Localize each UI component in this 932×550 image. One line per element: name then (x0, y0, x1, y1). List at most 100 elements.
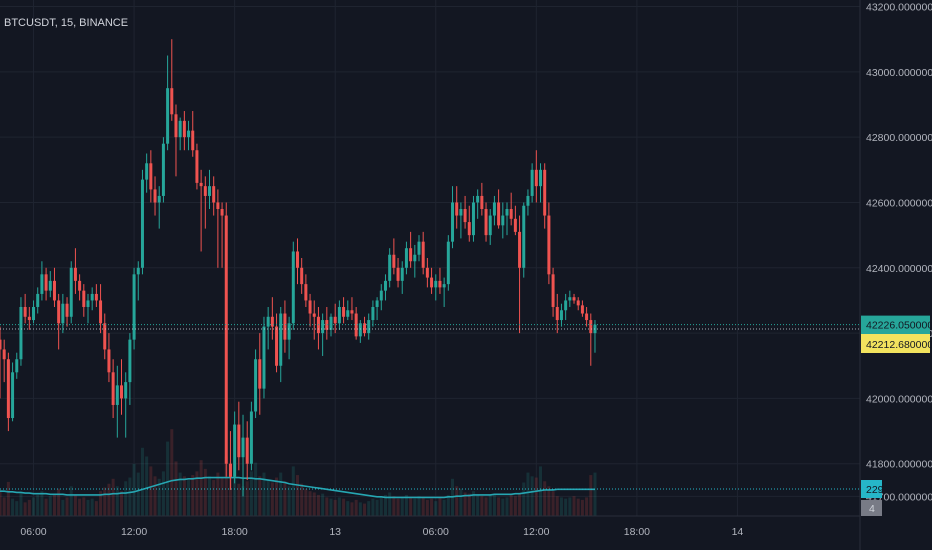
candle-body (145, 163, 149, 180)
candle (547, 202, 551, 285)
time-axis: 06:00 12:00 18:00 13 06:00 12:00 18:00 14 (20, 526, 743, 538)
candle (145, 153, 149, 193)
candle-body (589, 320, 593, 334)
volume-bar (220, 477, 224, 516)
volume-bar (576, 498, 580, 516)
candle-body (258, 359, 262, 389)
candle (44, 267, 48, 301)
candle (124, 372, 128, 438)
candle (539, 163, 543, 203)
volume-bar (505, 497, 509, 516)
candle-body (73, 267, 77, 281)
candle (492, 195, 496, 226)
candle-body (178, 120, 182, 138)
volume-bar (572, 496, 576, 516)
time-tick-label: 14 (732, 526, 744, 538)
candle (467, 205, 471, 242)
volume-bar (438, 497, 442, 516)
candle-body (471, 202, 475, 236)
volume-bar (329, 498, 333, 516)
volume-bar (321, 493, 325, 516)
candle-body (94, 293, 98, 301)
candle (15, 352, 19, 379)
candle (86, 293, 90, 324)
volume-bar (484, 497, 488, 516)
candle-body (111, 372, 115, 405)
candle-body (396, 267, 400, 281)
candle-body (564, 300, 568, 311)
candle-body (354, 313, 358, 337)
candle-body (228, 463, 232, 477)
candle-body (438, 280, 442, 288)
candle (534, 150, 538, 203)
volume-bar (69, 486, 73, 516)
candle (425, 258, 429, 288)
candle (383, 274, 387, 301)
candle (572, 293, 576, 304)
candle (388, 248, 392, 288)
candle-body (392, 254, 396, 268)
volume-bar (371, 498, 375, 516)
volume-bar (120, 491, 124, 516)
candle (275, 313, 279, 373)
volume-bar (107, 483, 111, 516)
candle (442, 277, 446, 307)
candle (216, 189, 220, 268)
candle-body (220, 209, 224, 216)
candle-body (375, 300, 379, 307)
volume-bar (522, 482, 526, 516)
volume-bar (492, 493, 496, 516)
candle-body (2, 349, 6, 360)
price-tick-label: 42000.00000000 (866, 393, 932, 405)
volume-bar (580, 499, 584, 516)
volume-bar (509, 494, 513, 516)
candle (203, 176, 207, 229)
candle-body (23, 306, 27, 317)
volume-bar (325, 497, 329, 516)
volume-bar (459, 488, 463, 516)
candle (233, 411, 237, 484)
candle (237, 401, 241, 471)
price-tick-label: 42600.00000000 (866, 197, 932, 209)
candle-body (358, 323, 362, 337)
candle-body (568, 297, 572, 301)
candle-body (90, 293, 94, 301)
candle (279, 306, 283, 383)
candle (409, 231, 413, 268)
candle-body (0, 339, 2, 350)
volume-bar (488, 494, 492, 516)
candle-body (86, 300, 90, 307)
price-tick-label: 42800.00000000 (866, 132, 932, 144)
candle-body (480, 195, 484, 210)
volume-bar (212, 480, 216, 516)
candle-body (136, 267, 140, 275)
candle-body (551, 274, 555, 307)
price-axis-background[interactable] (860, 0, 932, 516)
candle (300, 258, 304, 294)
volume-bar (476, 494, 480, 516)
candle (120, 359, 124, 415)
candle (107, 333, 111, 383)
volume-bar (266, 480, 270, 516)
candle-body (191, 130, 195, 151)
candle (346, 300, 350, 321)
volume-bar (182, 476, 186, 516)
candle-body (166, 88, 170, 144)
time-tick-label: 18:00 (624, 526, 650, 538)
candle-body (518, 231, 522, 268)
candle-body (346, 310, 350, 317)
candle (166, 55, 170, 151)
candle-body (367, 320, 371, 334)
candle (73, 248, 77, 294)
candle (115, 365, 119, 438)
volume-bar (103, 487, 107, 516)
candle (451, 186, 455, 249)
candle-body (413, 254, 417, 262)
volume-bar (526, 472, 530, 516)
time-axis-background[interactable] (0, 516, 932, 550)
candle (459, 202, 463, 239)
candle-body (555, 306, 559, 321)
volume-bar (32, 497, 36, 516)
volume-bar (333, 499, 337, 516)
